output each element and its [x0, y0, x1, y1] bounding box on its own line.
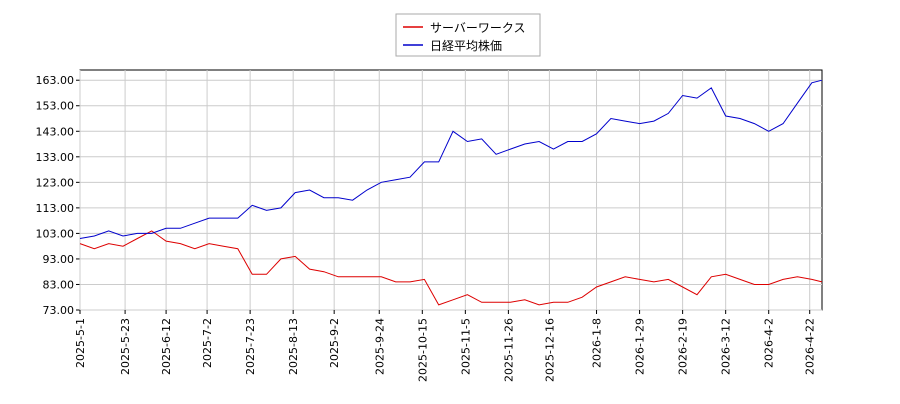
- y-tick-label: 83.00: [43, 278, 75, 291]
- legend-label: サーバーワークス: [430, 21, 526, 35]
- legend-label: 日経平均株価: [430, 38, 502, 53]
- x-tick-label: 2026-4-2: [763, 318, 776, 368]
- x-tick-label: 2025-5-23: [119, 318, 132, 375]
- x-tick-label: 2025-9-2: [328, 318, 341, 368]
- x-tick-label: 2025-9-24: [373, 318, 386, 375]
- x-tick-label: 2025-5-1: [74, 318, 87, 368]
- x-tick-label: 2025-7-23: [244, 318, 257, 375]
- x-tick-label: 2026-2-19: [677, 318, 690, 375]
- x-tick-label: 2025-8-13: [287, 318, 300, 375]
- y-tick-label: 143.00: [36, 125, 75, 138]
- series-line: [79, 230, 823, 306]
- legend: [395, 13, 541, 57]
- x-tick-label: 2025-10-15: [416, 318, 429, 382]
- x-tick-label: 2026-3-12: [720, 318, 733, 375]
- y-tick-label: 123.00: [36, 176, 75, 189]
- x-tick-label: 2026-1-8: [591, 318, 604, 368]
- x-tick-label: 2025-11-5: [459, 318, 472, 375]
- y-tick-label: 133.00: [36, 151, 75, 164]
- y-tick-label: 153.00: [36, 100, 75, 113]
- series-line: [79, 79, 823, 239]
- x-tick-label: 2025-12-16: [543, 318, 556, 382]
- y-tick-label: 103.00: [36, 227, 75, 240]
- y-tick-label: 163.00: [36, 74, 75, 87]
- x-tick-label: 2025-6-12: [160, 318, 173, 375]
- x-tick-label: 2025-11-26: [502, 318, 515, 382]
- x-tick-label: 2026-4-22: [804, 318, 817, 375]
- x-tick-label: 2026-1-29: [634, 318, 647, 375]
- x-tick-label: 2025-7-2: [201, 318, 214, 368]
- y-tick-label: 93.00: [43, 253, 75, 266]
- plot-area: [79, 69, 823, 311]
- y-tick-label: 113.00: [36, 202, 75, 215]
- y-tick-label: 73.00: [43, 304, 75, 317]
